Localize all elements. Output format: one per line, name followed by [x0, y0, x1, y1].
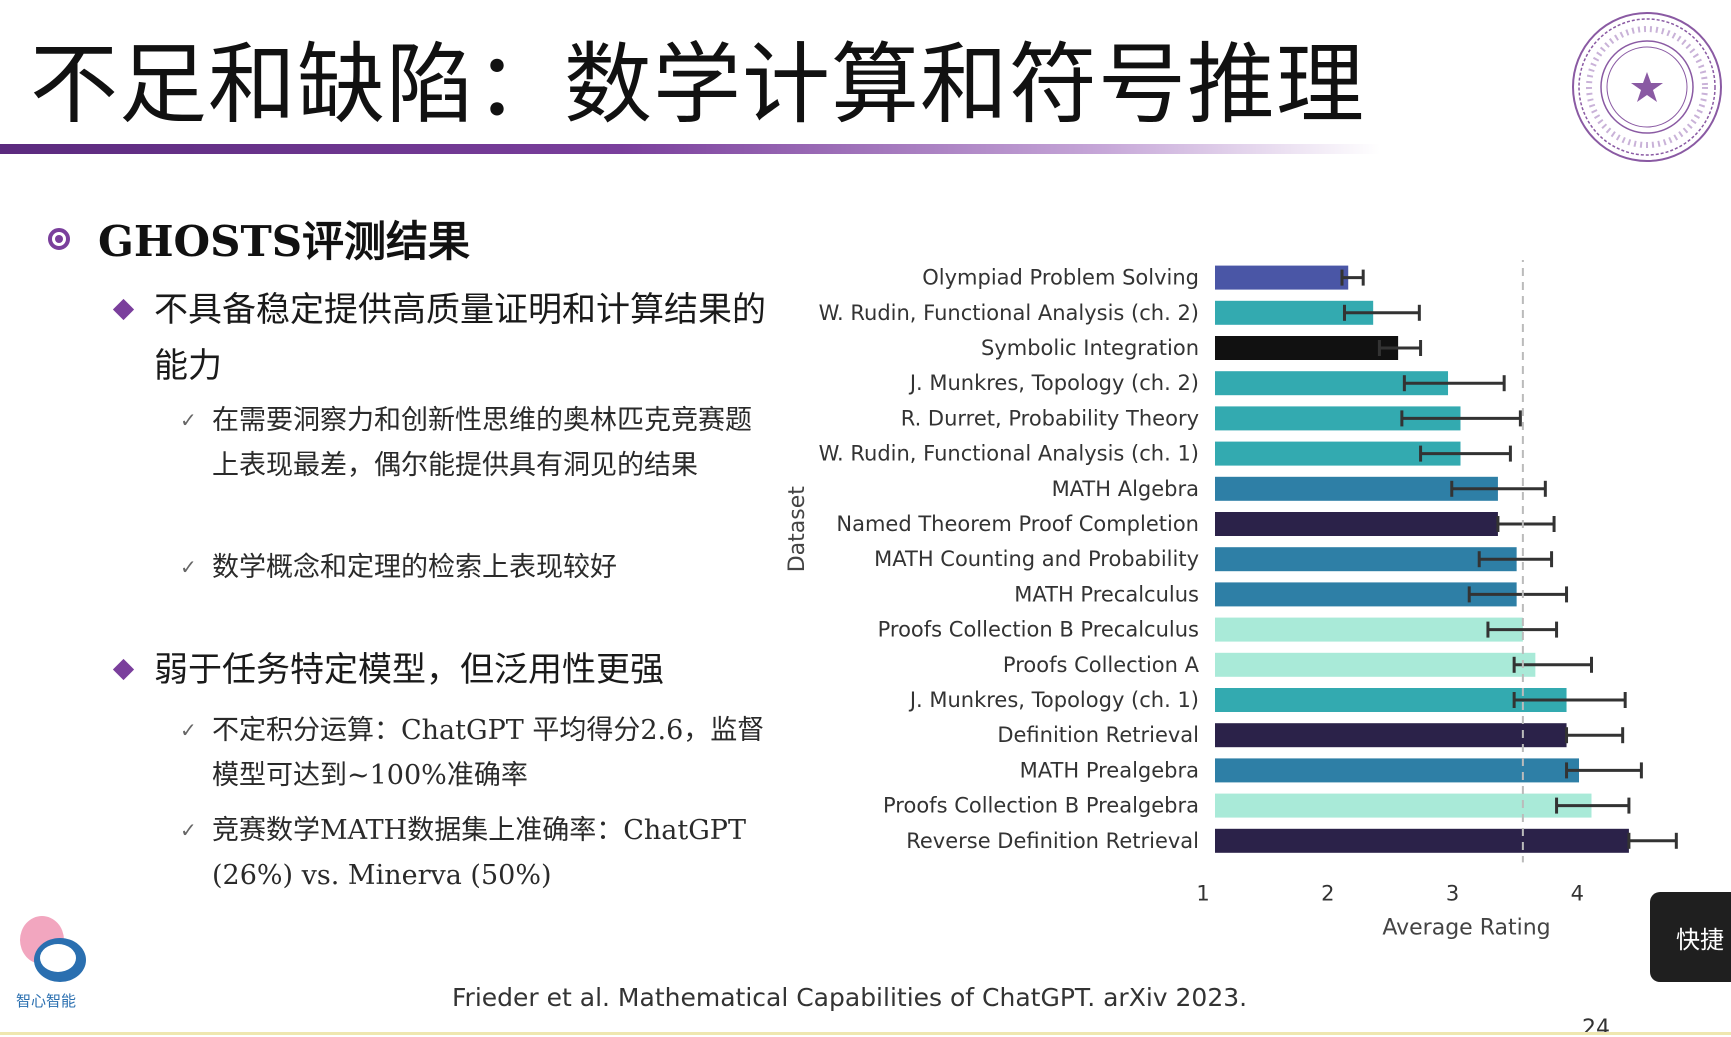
category-label: Olympiad Problem Solving [922, 266, 1199, 290]
shortcut-button[interactable]: 快捷 [1650, 892, 1731, 982]
check-icon: ✓ [180, 555, 197, 579]
section-heading-text: GHOSTS评测结果 [98, 217, 471, 266]
sub-bullet-item: ✓ 竞赛数学MATH数据集上准确率：ChatGPT (26%) vs. Mine… [180, 808, 772, 898]
bar [1215, 688, 1567, 712]
bar [1215, 582, 1517, 607]
bar [1215, 617, 1523, 642]
category-label: Proofs Collection B Prealgebra [883, 794, 1199, 818]
check-icon: ✓ [180, 718, 197, 742]
bullet-item: 弱于任务特定模型，但泛用性更强 [112, 642, 774, 698]
category-label: R. Durret, Probability Theory [901, 406, 1199, 430]
title-divider [0, 144, 1380, 154]
sub-bullet-text: 不定积分运算：ChatGPT 平均得分2.6，监督模型可达到~100%准确率 [212, 715, 765, 791]
x-tick-label: 3 [1446, 881, 1459, 905]
citation: Frieder et al. Mathematical Capabilities… [452, 983, 1248, 1012]
category-label: W. Rudin, Functional Analysis (ch. 1) [819, 442, 1199, 466]
bar [1215, 512, 1498, 536]
x-tick-label: 2 [1321, 881, 1334, 905]
brand-logo-text: 智心智能 [16, 992, 77, 1010]
category-label: Reverse Definition Retrieval [906, 829, 1199, 853]
category-label: Named Theorem Proof Completion [836, 512, 1199, 536]
category-label: MATH Algebra [1052, 477, 1199, 501]
bar [1215, 336, 1399, 360]
category-label: MATH Prealgebra [1020, 758, 1199, 782]
category-label: Symbolic Integration [981, 336, 1199, 360]
x-tick-label: 1 [1196, 881, 1209, 905]
category-label: MATH Precalculus [1014, 582, 1199, 606]
bullet-item: 不具备稳定提供高质量证明和计算结果的能力 [112, 282, 774, 394]
brand-logo-icon [20, 916, 86, 982]
sub-bullet-text: 竞赛数学MATH数据集上准确率：ChatGPT (26%) vs. Minerv… [212, 815, 746, 891]
x-axis-title: Average Rating [1382, 915, 1550, 940]
bar [1215, 265, 1349, 290]
diamond-bullet-icon [112, 298, 135, 321]
bar [1215, 723, 1567, 748]
check-icon: ✓ [180, 818, 197, 842]
sub-bullet-text: 在需要洞察力和创新性思维的奥林匹克竞赛题上表现最差，偶尔能提供具有洞见的结果 [212, 405, 752, 481]
bar [1215, 793, 1592, 818]
section-heading: GHOSTS评测结果 [48, 208, 470, 269]
category-label: Proofs Collection B Precalculus [878, 618, 1199, 642]
sub-bullet-item: ✓ 在需要洞察力和创新性思维的奥林匹克竞赛题上表现最差，偶尔能提供具有洞见的结果 [180, 398, 772, 488]
university-seal-icon [1572, 12, 1722, 162]
bar [1215, 547, 1517, 572]
diamond-bullet-icon [112, 658, 135, 681]
category-label: J. Munkres, Topology (ch. 1) [908, 688, 1199, 712]
slide-title: 不足和缺陷：数学计算和符号推理 [30, 33, 1366, 136]
category-label: Definition Retrieval [997, 723, 1199, 747]
bar [1215, 758, 1580, 783]
sub-bullet-text: 数学概念和定理的检索上表现较好 [212, 552, 617, 583]
category-label: Proofs Collection A [1003, 653, 1200, 677]
bottom-rule [0, 1032, 1731, 1035]
check-icon: ✓ [180, 408, 197, 432]
average-rating-bar-chart: Olympiad Problem Solving W. Rudin, Functi… [785, 260, 1678, 940]
bullet-text: 不具备稳定提供高质量证明和计算结果的能力 [154, 290, 766, 386]
sub-bullet-item: ✓ 数学概念和定理的检索上表现较好 [180, 545, 772, 590]
bullet-text: 弱于任务特定模型，但泛用性更强 [154, 650, 664, 690]
category-label: MATH Counting and Probability [874, 547, 1199, 571]
bullet-ring-icon [48, 227, 70, 250]
page-number: 24 [1582, 1016, 1610, 1037]
category-label: J. Munkres, Topology (ch. 2) [908, 371, 1199, 395]
y-axis-title: Dataset [785, 486, 810, 573]
sub-bullet-item: ✓ 不定积分运算：ChatGPT 平均得分2.6，监督模型可达到~100%准确率 [180, 708, 772, 798]
category-label: W. Rudin, Functional Analysis (ch. 2) [819, 301, 1199, 325]
bar [1215, 828, 1629, 853]
bar [1215, 652, 1536, 677]
x-tick-label: 4 [1571, 881, 1584, 905]
